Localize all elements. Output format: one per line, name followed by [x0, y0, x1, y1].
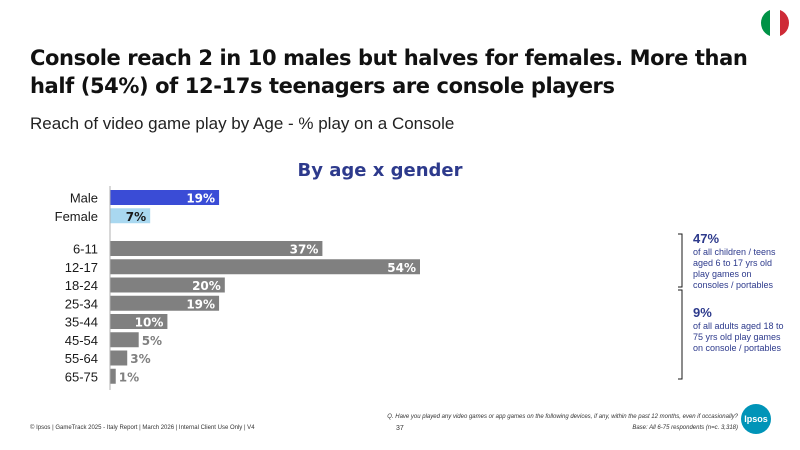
callout-adults: 9% of all adults aged 18 to 75 yrs old p… [693, 305, 788, 354]
data-label: 10% [135, 316, 164, 330]
category-label: 65-75 [65, 369, 98, 384]
footer-question: Q. Have you played any video games or ap… [387, 414, 738, 420]
flag-stripe-white [770, 9, 780, 37]
data-label: 20% [192, 279, 221, 293]
flag-stripe-red [779, 9, 789, 37]
bar [110, 190, 220, 205]
category-label: 45-54 [65, 333, 98, 348]
ipsos-logo: Ipsos [741, 404, 771, 434]
callout-children-pct: 47% [693, 231, 720, 246]
category-label: 6-11 [73, 242, 98, 257]
chart-title: By age x gender [297, 160, 463, 181]
category-label: 18-24 [65, 278, 98, 293]
callout-bracket-children [678, 233, 683, 288]
data-label: 19% [186, 192, 215, 206]
callout-adults-pct: 9% [693, 305, 712, 320]
data-label: 37% [290, 243, 319, 257]
category-label: 25-34 [65, 296, 98, 311]
page-title: Console reach 2 in 10 males but halves f… [30, 46, 748, 98]
data-label: 7% [126, 210, 146, 224]
callout-adults-text: of all adults aged 18 to 75 yrs old play… [693, 321, 784, 353]
category-label: Male [70, 191, 98, 206]
bar [110, 350, 128, 366]
bar [110, 295, 220, 311]
category-label: Female [55, 209, 98, 224]
bar [110, 277, 225, 293]
italy-flag-icon [761, 9, 789, 37]
page-number: 37 [396, 425, 404, 432]
bar [110, 314, 168, 329]
footer-copyright: © Ipsos | GameTrack 2025 - Italy Report … [30, 425, 255, 431]
data-label: 54% [387, 261, 416, 275]
data-label: 3% [130, 352, 150, 366]
bar [110, 208, 151, 224]
page-subtitle: Reach of video game play by Age - % play… [30, 114, 455, 133]
flag-stripe-green [761, 9, 771, 37]
callout-children: 47% of all children / teens aged 6 to 17… [693, 231, 788, 291]
bar [110, 332, 139, 348]
data-label: 1% [119, 370, 139, 384]
data-label: 5% [142, 334, 162, 348]
callout-children-text: of all children / teens aged 6 to 17 yrs… [693, 247, 776, 290]
category-label: 12-17 [65, 260, 98, 275]
data-label: 19% [186, 297, 215, 311]
bar [110, 241, 323, 256]
category-label: 55-64 [65, 351, 98, 366]
bar [110, 368, 116, 384]
footer-base: Base: All 6-75 respondents (n=c. 3,318) [632, 425, 738, 431]
bar [110, 259, 420, 275]
callout-bracket-adults [678, 289, 683, 380]
category-label: 35-44 [65, 315, 98, 330]
